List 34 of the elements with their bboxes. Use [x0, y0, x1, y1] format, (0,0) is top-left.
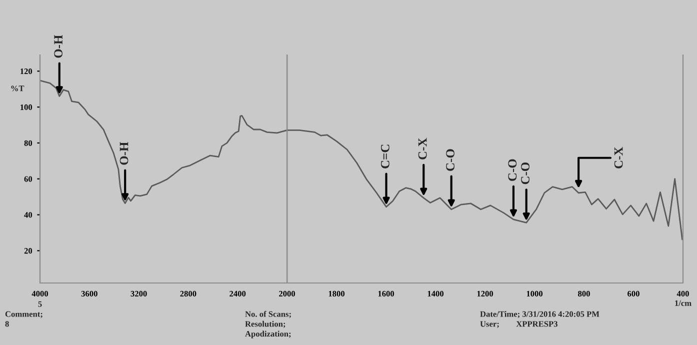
annotation: C-X	[418, 138, 427, 160]
annotation: C=C	[380, 144, 390, 168]
x-tick-label: 1000	[526, 290, 543, 297]
x-tick-label: 1600	[378, 290, 394, 297]
y-tick-label: 20	[24, 248, 32, 254]
annotation: C-O	[508, 159, 517, 181]
y-tick-label: 80	[24, 140, 32, 146]
y-tick-label: 40	[24, 212, 32, 218]
x-tick-label: 4000	[32, 290, 48, 297]
y-tick-label: 120	[20, 68, 32, 74]
x-tick-label: 2800	[180, 290, 196, 297]
text: No. of Scans; Resolution; Apodization;	[245, 310, 291, 338]
annotation: C-O	[446, 149, 454, 171]
text: Date/Time; 3/31/2016 4:20:05 PM User; XPPRESP3	[480, 311, 600, 328]
text: Comment; 8	[5, 311, 42, 327]
annotation: O-H	[120, 142, 128, 165]
x-tick-label: 3200	[130, 290, 147, 297]
x-tick-label: 1400	[428, 290, 444, 297]
x-tick-label: 1800	[328, 290, 345, 297]
y-tick-label: 100	[20, 104, 32, 110]
x-tick-label: 2400	[230, 290, 246, 297]
x-tick-label: 1200	[477, 290, 494, 297]
y-axis-title: %T	[11, 86, 24, 92]
text: 5	[38, 301, 42, 307]
x-tick-label: 3600	[81, 290, 98, 297]
x-tick-label: 400	[676, 290, 689, 297]
x-tick-label: 2000	[279, 290, 296, 297]
y-tick-label: 60	[24, 176, 32, 182]
annotation: C-O	[521, 162, 530, 184]
annotation: O-H	[54, 34, 63, 58]
x-axis-title: 1/cm	[675, 300, 692, 306]
annotation: C-X	[614, 146, 623, 168]
x-tick-label: 600	[628, 290, 640, 297]
x-tick-label: 800	[578, 290, 590, 297]
